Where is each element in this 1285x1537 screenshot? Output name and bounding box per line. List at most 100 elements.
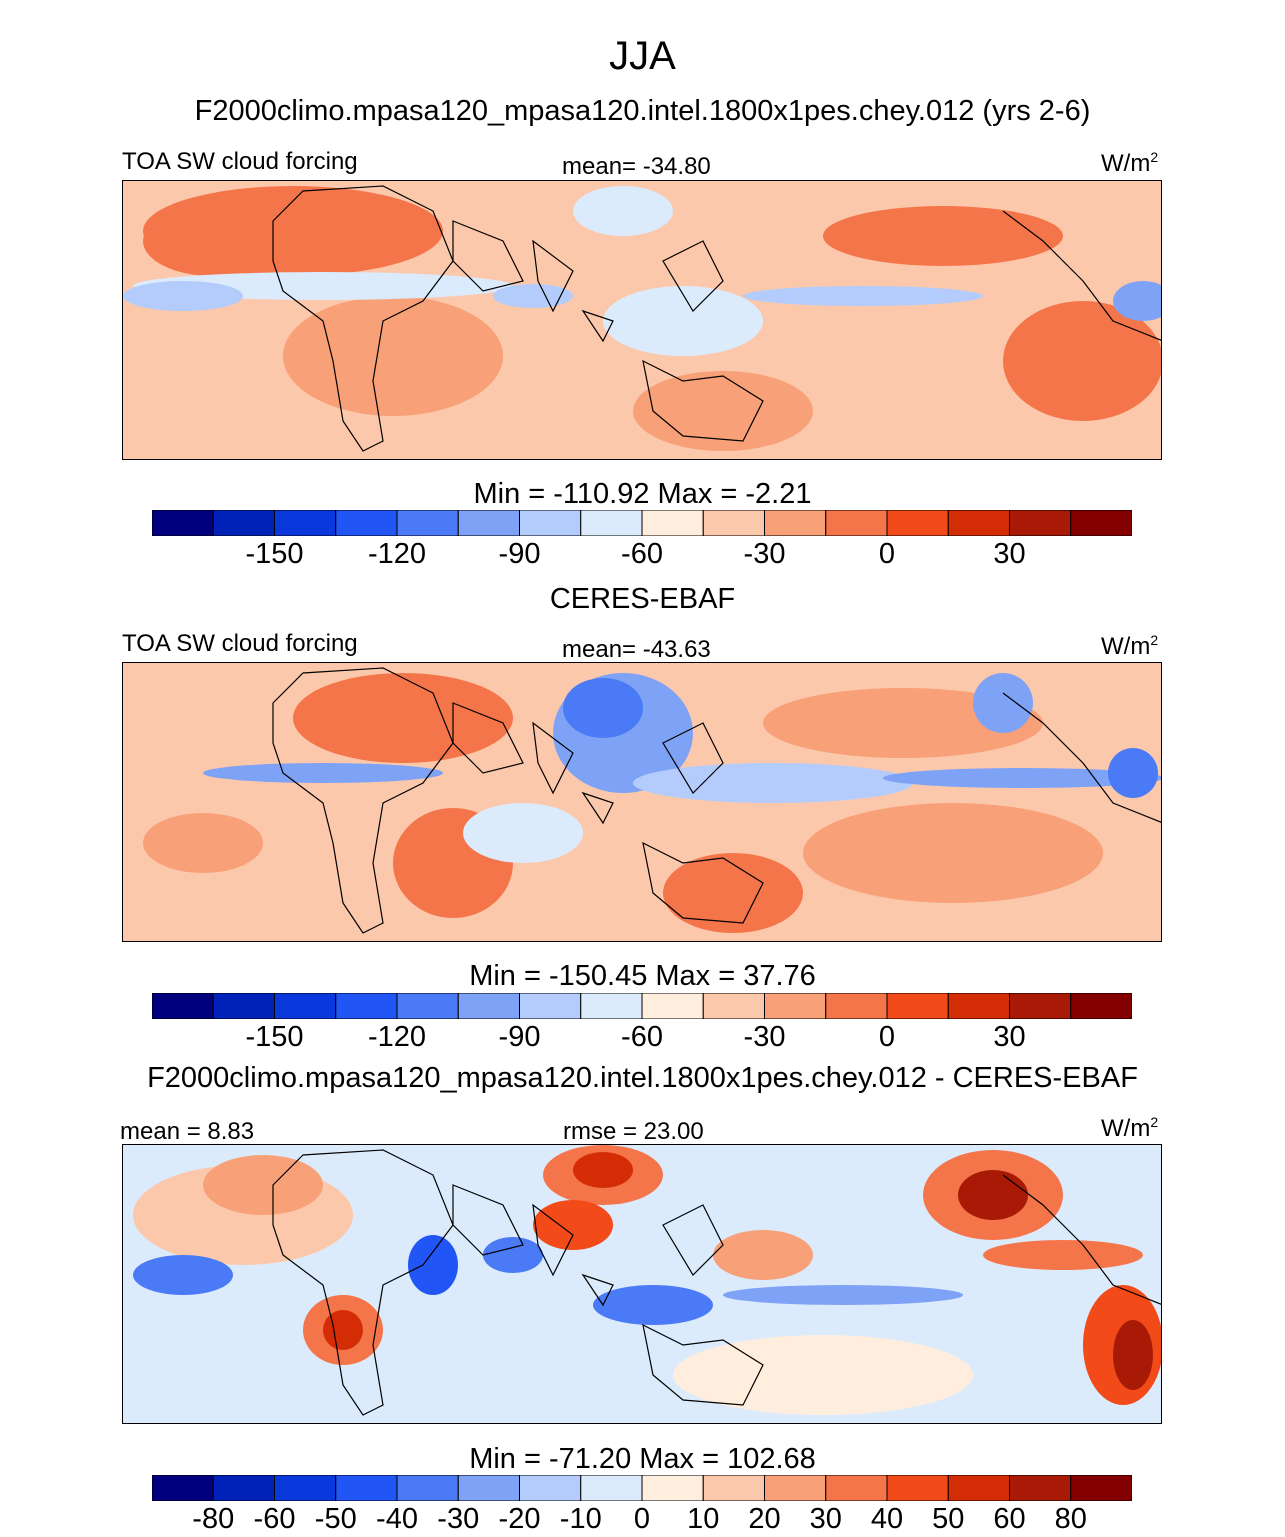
colorbar-tick-label: -90 xyxy=(498,1021,541,1053)
colorbar-swatch xyxy=(702,993,765,1019)
panel2-units-label: W/m2 xyxy=(1101,632,1159,660)
colorbar-swatch xyxy=(335,993,398,1019)
colorbar-tick-label: 10 xyxy=(687,1503,720,1535)
colorbar-tick-label: 30 xyxy=(993,1021,1026,1053)
panel2-map xyxy=(122,662,1162,942)
colorbar-swatch xyxy=(152,993,214,1019)
colorbar-tick-label: 40 xyxy=(870,1503,904,1535)
colorbar-swatch xyxy=(274,993,337,1019)
colorbar-swatch xyxy=(152,510,214,536)
colorbar-swatch xyxy=(396,1475,459,1501)
colorbar-swatch xyxy=(212,510,275,536)
panel1-minmax: Min = -110.92 Max = -2.21 xyxy=(473,478,812,510)
panel1-variable-label: TOA SW cloud forcing xyxy=(122,148,358,175)
colorbar-swatch xyxy=(580,993,643,1019)
colorbar-swatch xyxy=(947,510,1010,536)
colorbar-tick-label: -30 xyxy=(743,1021,786,1053)
colorbar-swatch xyxy=(396,510,459,536)
obs-title: CERES-EBAF xyxy=(549,583,736,615)
panel3-units-label: W/m2 xyxy=(1101,1114,1159,1142)
panel3-rmse-label: rmse = 23.00 xyxy=(563,1118,704,1145)
colorbar-tick-label: -60 xyxy=(621,1021,663,1053)
panel2-variable-label: TOA SW cloud forcing xyxy=(122,630,358,657)
panel1-colorbar-svg xyxy=(152,510,1132,536)
panel3-colorbar xyxy=(152,1475,1132,1501)
colorbar-swatch xyxy=(947,993,1010,1019)
colorbar-swatch xyxy=(212,993,275,1019)
colorbar-tick-label: -120 xyxy=(367,1021,427,1053)
colorbar-swatch xyxy=(519,510,582,536)
colorbar-tick-label: 60 xyxy=(993,1503,1026,1535)
colorbar-tick-label: -60 xyxy=(621,538,663,570)
colorbar-tick-label: -20 xyxy=(498,1503,541,1535)
colorbar-swatch xyxy=(764,1475,827,1501)
colorbar-swatch xyxy=(641,993,704,1019)
colorbar-swatch xyxy=(702,1475,765,1501)
panel2-colorbar-svg xyxy=(152,993,1132,1019)
colorbar-tick-label: -120 xyxy=(367,538,427,570)
panel3-mean-label: mean = 8.83 xyxy=(120,1118,255,1145)
panel1-units-label: W/m2 xyxy=(1101,149,1159,177)
panel2-colorbar xyxy=(152,993,1132,1019)
colorbar-tick-label: 50 xyxy=(932,1503,965,1535)
colorbar-swatch xyxy=(1009,510,1072,536)
figure-title: JJA xyxy=(609,34,676,78)
colorbar-swatch xyxy=(152,1475,214,1501)
colorbar-swatch xyxy=(641,1475,704,1501)
panel2-mean-label: mean= -43.63 xyxy=(562,636,711,663)
colorbar-tick-label: -30 xyxy=(743,538,786,570)
colorbar-tick-label: 30 xyxy=(993,538,1026,570)
colorbar-swatch xyxy=(580,510,643,536)
colorbar-tick-label: -50 xyxy=(314,1503,357,1535)
colorbar-swatch xyxy=(396,993,459,1019)
colorbar-swatch xyxy=(886,1475,949,1501)
colorbar-swatch xyxy=(274,510,337,536)
panel3-minmax: Min = -71.20 Max = 102.68 xyxy=(469,1443,816,1475)
panel2-minmax: Min = -150.45 Max = 37.76 xyxy=(469,960,816,992)
colorbar-tick-label: -150 xyxy=(245,538,304,570)
colorbar-tick-label: -10 xyxy=(559,1503,602,1535)
colorbar-swatch xyxy=(274,1475,337,1501)
colorbar-tick-label: 80 xyxy=(1054,1503,1087,1535)
colorbar-swatch xyxy=(641,510,704,536)
colorbar-tick-label: -30 xyxy=(437,1503,480,1535)
colorbar-swatch xyxy=(886,510,949,536)
colorbar-swatch xyxy=(1070,1475,1132,1501)
colorbar-swatch xyxy=(519,993,582,1019)
panel1-map xyxy=(122,180,1162,460)
colorbar-swatch xyxy=(335,510,398,536)
colorbar-tick-label: -40 xyxy=(376,1503,418,1535)
colorbar-swatch xyxy=(457,1475,520,1501)
colorbar-swatch xyxy=(457,510,520,536)
colorbar-swatch xyxy=(457,993,520,1019)
colorbar-swatch xyxy=(825,510,888,536)
colorbar-tick-label: 30 xyxy=(809,1503,842,1535)
panel3-colorbar-svg xyxy=(152,1475,1132,1501)
colorbar-tick-label: 20 xyxy=(748,1503,781,1535)
panel2-map-svg xyxy=(123,663,1161,941)
colorbar-swatch xyxy=(580,1475,643,1501)
colorbar-tick-label: 0 xyxy=(878,1021,896,1053)
panel3-map xyxy=(122,1144,1162,1424)
panel3-map-svg xyxy=(123,1145,1161,1423)
colorbar-tick-label: -90 xyxy=(498,538,541,570)
colorbar-swatch xyxy=(1009,993,1072,1019)
colorbar-swatch xyxy=(519,1475,582,1501)
colorbar-swatch xyxy=(764,993,827,1019)
case-title: F2000climo.mpasa120_mpasa120.intel.1800x… xyxy=(194,95,1091,127)
colorbar-swatch xyxy=(947,1475,1010,1501)
colorbar-swatch xyxy=(212,1475,275,1501)
colorbar-tick-label: 0 xyxy=(633,1503,651,1535)
colorbar-swatch xyxy=(335,1475,398,1501)
colorbar-swatch xyxy=(886,993,949,1019)
colorbar-swatch xyxy=(825,1475,888,1501)
diff-title: F2000climo.mpasa120_mpasa120.intel.1800x… xyxy=(147,1062,1138,1094)
colorbar-swatch xyxy=(1009,1475,1072,1501)
colorbar-tick-label: -150 xyxy=(245,1021,304,1053)
colorbar-tick-label: -80 xyxy=(192,1503,235,1535)
panel1-map-svg xyxy=(123,181,1161,459)
colorbar-swatch xyxy=(764,510,827,536)
panel1-colorbar xyxy=(152,510,1132,536)
colorbar-swatch xyxy=(1070,510,1132,536)
colorbar-tick-label: -60 xyxy=(253,1503,296,1535)
